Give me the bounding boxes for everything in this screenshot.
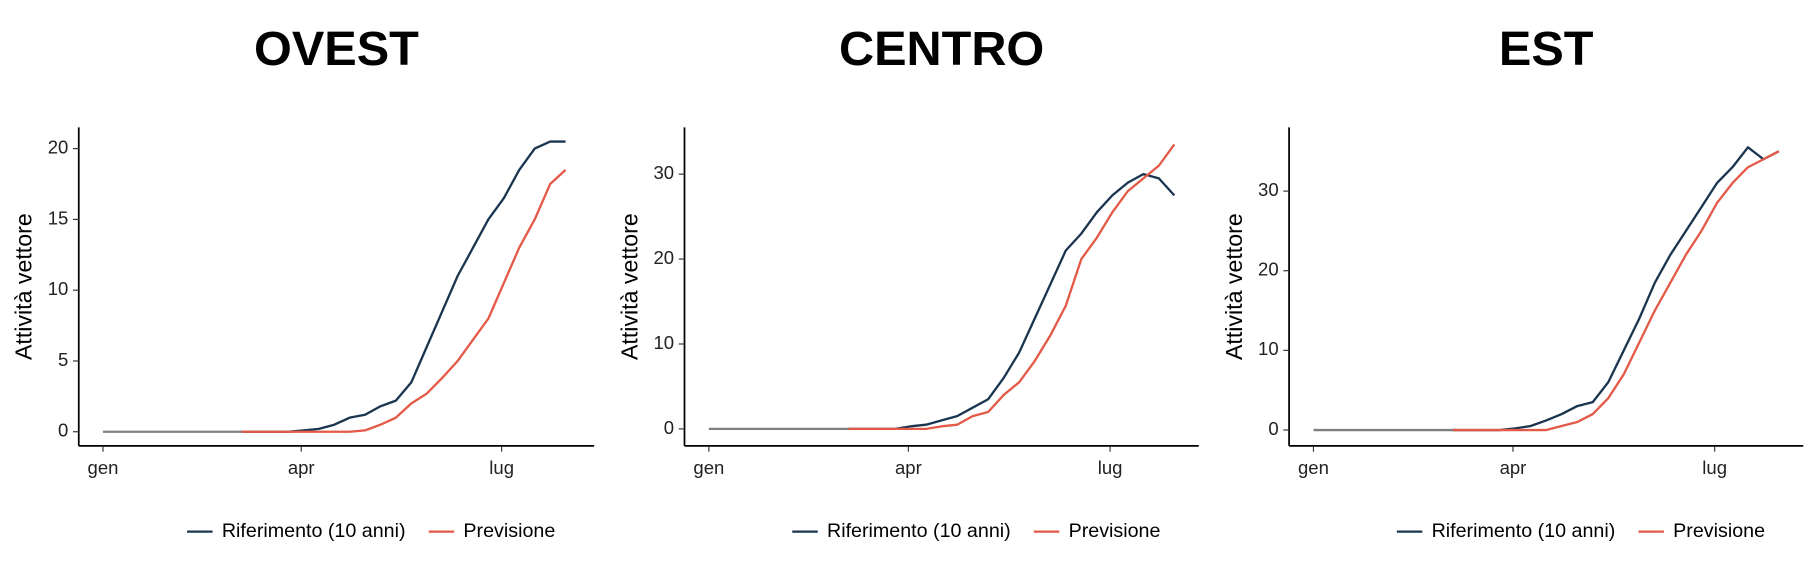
panels: OVEST Attività vettore 0 5 10 15 20 gen apr lug Ri… xyxy=(11,22,1804,542)
y-tick-label: 10 xyxy=(48,278,69,299)
legend: Riferimento (10 anni) Previsione xyxy=(792,520,1161,542)
y-axis-label: Attività vettore xyxy=(1221,213,1247,360)
legend-label: Riferimento (10 anni) xyxy=(827,520,1011,542)
y-axis-label: Attività vettore xyxy=(616,213,642,360)
legend-label: Previsione xyxy=(1673,520,1765,542)
series-line xyxy=(241,169,567,433)
y-axis-label: Attività vettore xyxy=(11,213,37,360)
y-tick-label: 5 xyxy=(58,349,68,370)
panel-title: CENTRO xyxy=(839,22,1044,76)
series-line xyxy=(241,140,566,433)
series-line xyxy=(1453,150,1780,432)
panel-title: EST xyxy=(1499,22,1594,76)
x-tick-label: lug xyxy=(489,457,514,478)
x-tick-label: gen xyxy=(693,457,724,478)
y-tick-label: 30 xyxy=(1258,179,1279,200)
panel: CENTRO Attività vettore 0 10 20 30 gen apr lug Ri… xyxy=(616,22,1199,542)
series-line xyxy=(848,172,1176,431)
y-tick-label: 0 xyxy=(58,420,68,441)
x-tick-label: lug xyxy=(1702,457,1727,478)
y-tick-label: 0 xyxy=(1268,418,1278,439)
x-tick-label: apr xyxy=(288,457,315,478)
legend-label: Riferimento (10 anni) xyxy=(222,520,406,542)
panel: EST Attività vettore 0 10 20 30 gen apr lug Rifer… xyxy=(1221,22,1804,542)
legend-label: Previsione xyxy=(463,520,555,542)
legend-label: Riferimento (10 anni) xyxy=(1432,520,1616,542)
legend: Riferimento (10 anni) Previsione xyxy=(1396,520,1765,542)
x-tick-label: lug xyxy=(1098,457,1123,478)
x-tick-label: apr xyxy=(895,457,922,478)
legend: Riferimento (10 anni) Previsione xyxy=(187,520,555,542)
y-tick-label: 30 xyxy=(653,162,674,183)
legend-label: Previsione xyxy=(1069,520,1161,542)
y-tick-label: 20 xyxy=(1258,259,1279,280)
panel-title: OVEST xyxy=(254,22,419,76)
x-tick-label: apr xyxy=(1500,457,1527,478)
y-tick-label: 10 xyxy=(1258,338,1279,359)
series-line xyxy=(848,143,1176,431)
x-tick-label: gen xyxy=(1298,457,1329,478)
y-tick-label: 0 xyxy=(664,417,674,438)
y-tick-label: 20 xyxy=(653,247,674,268)
y-tick-label: 15 xyxy=(48,207,69,228)
x-tick-label: gen xyxy=(88,457,119,478)
y-tick-label: 20 xyxy=(48,137,69,158)
y-tick-label: 10 xyxy=(653,332,674,353)
panel: OVEST Attività vettore 0 5 10 15 20 gen apr lug Ri… xyxy=(11,22,595,542)
